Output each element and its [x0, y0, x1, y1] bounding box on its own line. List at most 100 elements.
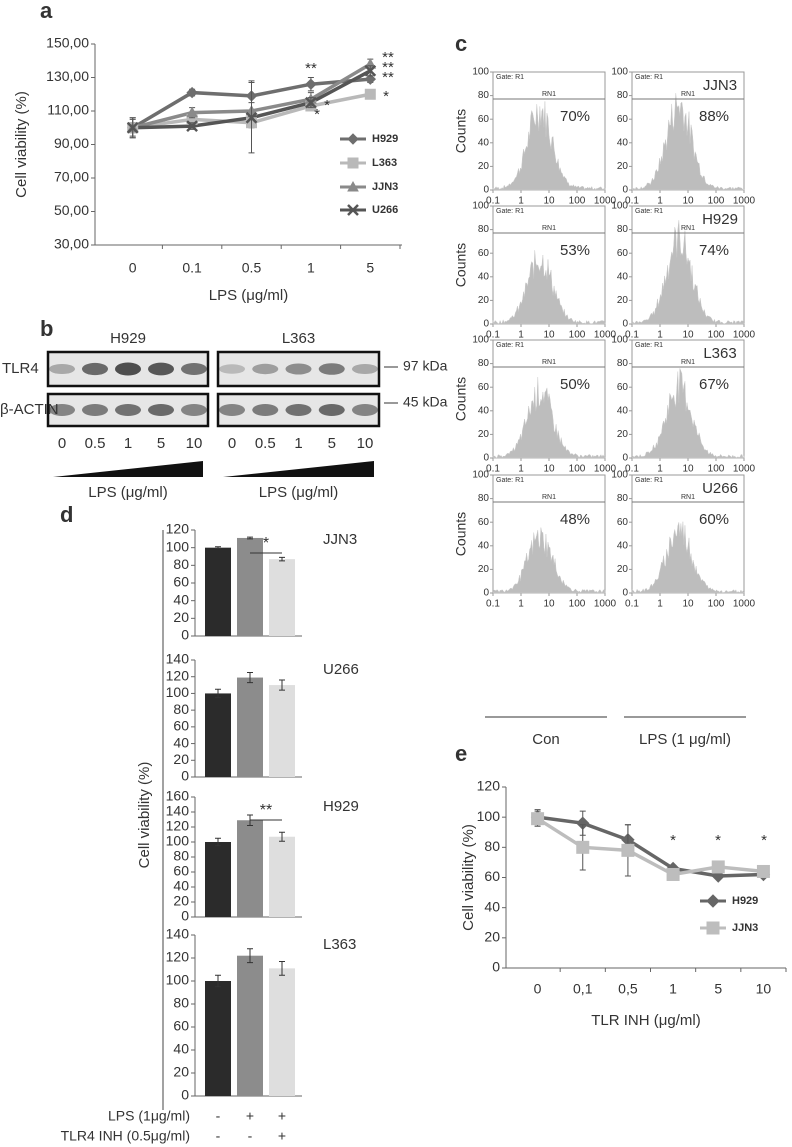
x-tick-label: 10 — [682, 464, 694, 475]
dose-wedge — [223, 461, 374, 477]
bar — [269, 836, 295, 917]
y-axis-title: Counts — [453, 109, 469, 153]
panel-label: c — [455, 31, 467, 56]
bar — [205, 842, 231, 917]
y-tick-label: 140 — [166, 803, 190, 819]
treatment-label: LPS (1μg/ml) — [108, 1108, 190, 1124]
y-tick-label: 60 — [617, 114, 629, 125]
y-tick-label: 90,00 — [54, 135, 89, 151]
percent-label: 88% — [699, 108, 729, 125]
y-tick-label: 100 — [611, 201, 628, 212]
y-tick-label: 20 — [478, 564, 490, 575]
histogram-trace — [492, 250, 606, 325]
x-tick-label: 0.1 — [486, 599, 500, 610]
y-tick-label: 40 — [617, 271, 629, 282]
y-tick-label: 100 — [472, 335, 489, 346]
x-tick-label: 1 — [657, 196, 663, 207]
x-tick-label: 10 — [682, 330, 694, 341]
x-tick-label: 100 — [708, 599, 725, 610]
x-tick-label: 0.1 — [625, 599, 639, 610]
x-tick-label: 100 — [708, 464, 725, 475]
point-marker — [621, 843, 635, 857]
x-axis-title: TLR INH (μg/ml) — [591, 1012, 700, 1029]
gate-label: Gate: R1 — [496, 208, 524, 215]
y-tick-label: 120 — [477, 778, 501, 794]
blot-band — [115, 404, 141, 416]
blot-xlabel: LPS (μg/ml) — [88, 484, 168, 501]
blot-band — [181, 363, 207, 375]
gate-label: Gate: R1 — [635, 208, 663, 215]
treatment-label: TLR4 INH (0.5μg/ml) — [61, 1128, 190, 1144]
y-tick-label: 100 — [611, 470, 628, 481]
point-marker — [756, 864, 770, 878]
point-marker — [126, 121, 139, 134]
blot-band — [148, 404, 174, 416]
y-tick-label: 40 — [617, 137, 629, 148]
x-tick-label: 10 — [543, 330, 555, 341]
histogram-trace — [492, 377, 606, 459]
subplot-name: H929 — [323, 798, 359, 815]
x-tick-label: 1000 — [733, 330, 756, 341]
y-axis-title: Counts — [453, 377, 469, 421]
x-tick-label: 100 — [569, 464, 586, 475]
point-marker — [364, 73, 377, 85]
y-tick-label: 80 — [484, 838, 500, 854]
blot-band — [318, 363, 345, 375]
x-tick-label: 1000 — [733, 196, 756, 207]
gate-label: Gate: R1 — [635, 342, 663, 349]
y-tick-label: 20 — [617, 295, 629, 306]
point-marker — [305, 78, 317, 90]
error-bar — [279, 831, 285, 842]
blot-band — [115, 362, 141, 376]
y-tick-label: 40 — [173, 591, 189, 607]
y-tick-label: 140 — [166, 926, 190, 942]
histogram-trace — [492, 101, 606, 191]
x-tick-label: 0,5 — [618, 981, 638, 997]
error-bar — [247, 672, 253, 684]
treatment-sign: - — [216, 1108, 221, 1124]
y-tick-label: 100 — [166, 972, 190, 988]
y-tick-label: 60 — [478, 248, 490, 259]
lane-label: 1 — [294, 435, 302, 452]
y-tick-label: 80 — [478, 224, 490, 235]
legend-label: JJN3 — [372, 181, 398, 193]
legend-label: U266 — [372, 204, 398, 216]
y-tick-label: 20 — [173, 1064, 189, 1080]
blot-band — [181, 404, 207, 416]
y-tick-label: 40 — [173, 734, 189, 750]
annotation: * — [324, 97, 330, 114]
x-tick-label: 10 — [543, 196, 555, 207]
point-marker — [347, 204, 359, 216]
x-tick-label: 1 — [518, 464, 524, 475]
size-label: 45 kDa — [403, 394, 448, 410]
y-tick-label: 20 — [484, 929, 500, 945]
protein-label: β-ACTIN — [0, 401, 59, 418]
point-marker — [347, 157, 359, 169]
y-tick-label: 80 — [478, 493, 490, 504]
x-tick-label: 0 — [129, 260, 137, 276]
blot-band — [352, 404, 378, 416]
x-tick-label: 1 — [307, 260, 315, 276]
x-tick-label: 10 — [756, 981, 772, 997]
y-tick-label: 100 — [166, 538, 190, 554]
x-tick-label: 10 — [543, 599, 555, 610]
y-tick-label: 30,00 — [54, 236, 89, 252]
point-marker — [186, 86, 198, 99]
subplot-name: L363 — [323, 936, 356, 953]
bar — [205, 547, 231, 636]
y-tick-label: 40 — [478, 540, 490, 551]
bar — [269, 968, 295, 1096]
y-tick-label: 40 — [173, 878, 189, 894]
gate-label: Gate: R1 — [635, 477, 663, 484]
y-tick-label: 40 — [478, 137, 490, 148]
error-bar — [279, 556, 285, 562]
panel-label: d — [60, 502, 73, 527]
treatment-sign: - — [216, 1128, 221, 1144]
y-axis-title: Cell viability (%) — [13, 91, 30, 198]
x-tick-label: 0.5 — [242, 260, 262, 276]
lane-label: 0.5 — [255, 435, 276, 452]
bar — [237, 677, 263, 777]
legend-label: L363 — [372, 157, 397, 169]
cell-line-label: L363 — [703, 345, 736, 362]
x-tick-label: 1 — [657, 464, 663, 475]
